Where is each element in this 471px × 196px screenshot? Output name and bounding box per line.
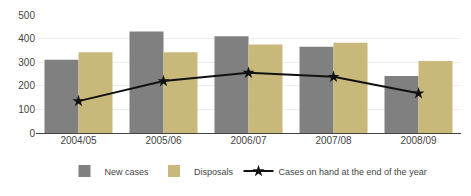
- svg-text:400: 400: [18, 33, 35, 44]
- svg-text:2008/09: 2008/09: [400, 135, 437, 146]
- svg-text:2007/08: 2007/08: [315, 135, 352, 146]
- svg-text:300: 300: [18, 57, 35, 68]
- svg-text:500: 500: [18, 10, 35, 21]
- svg-text:2006/07: 2006/07: [230, 135, 267, 146]
- svg-text:0: 0: [29, 128, 35, 139]
- svg-text:Disposals: Disposals: [194, 167, 234, 177]
- svg-text:100: 100: [18, 104, 35, 115]
- svg-text:2004/05: 2004/05: [60, 135, 97, 146]
- svg-text:New cases: New cases: [105, 167, 150, 177]
- svg-text:200: 200: [18, 80, 35, 91]
- svg-text:2005/06: 2005/06: [145, 135, 182, 146]
- svg-text:Cases on hand at the end of th: Cases on hand at the end of the year: [279, 167, 427, 177]
